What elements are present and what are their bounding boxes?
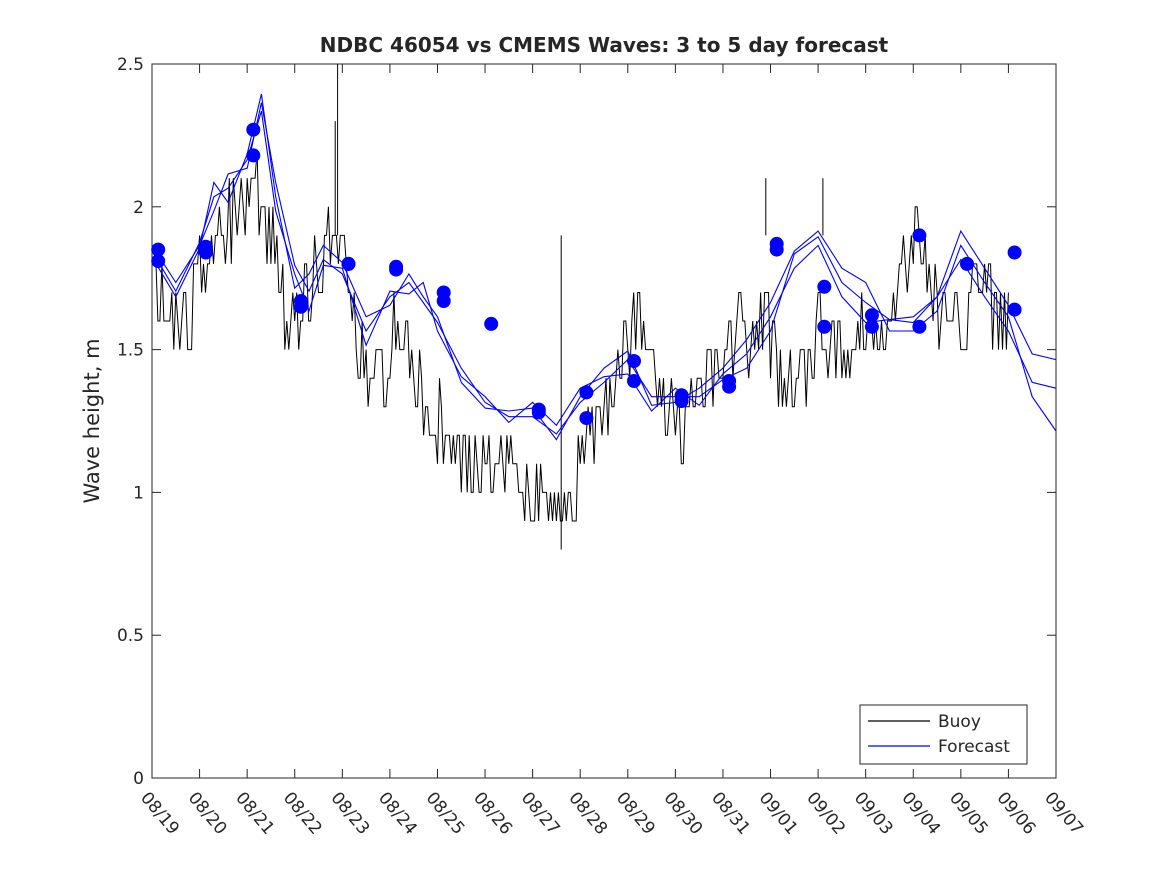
- forecast-marker: [722, 379, 737, 394]
- forecast-marker: [579, 411, 594, 426]
- forecast-marker: [341, 256, 356, 271]
- forecast-marker: [1007, 245, 1022, 260]
- forecast-marker: [389, 262, 404, 277]
- forecast-marker: [484, 316, 499, 331]
- plot-area: [151, 63, 1057, 779]
- forecast-marker: [960, 256, 974, 271]
- legend-buoy-label: Buoy: [938, 712, 981, 732]
- y-tick-label: 0.5: [117, 626, 144, 646]
- forecast-marker: [293, 299, 308, 314]
- forecast-marker: [436, 294, 451, 308]
- forecast-marker: [769, 242, 784, 257]
- forecast-marker: [627, 374, 641, 388]
- y-axis-label: Wave height, m: [80, 338, 104, 503]
- chart-title: NDBC 46054 vs CMEMS Waves: 3 to 5 day fo…: [320, 33, 889, 57]
- forecast-marker: [198, 245, 213, 260]
- forecast-marker: [1007, 302, 1022, 317]
- forecast-marker: [912, 319, 927, 334]
- forecast-marker: [531, 405, 546, 420]
- y-axis: 0 0.5 1 1.5 2 2.5: [117, 55, 1056, 789]
- forecast-marker: [246, 122, 261, 137]
- y-tick-label: 0: [133, 769, 144, 789]
- forecast-marker: [627, 354, 641, 368]
- y-tick-label: 2: [133, 198, 144, 218]
- forecast-marker: [674, 394, 689, 408]
- forecast-marker: [817, 319, 832, 334]
- legend-forecast-label: Forecast: [938, 737, 1010, 757]
- forecast-series-line-2: [151, 110, 1057, 427]
- y-tick-label: 2.5: [117, 55, 144, 75]
- forecast-marker: [817, 279, 832, 294]
- forecast-series-line-1: [151, 93, 1057, 441]
- forecast-marker: [912, 228, 927, 243]
- forecast-marker: [579, 385, 594, 400]
- forecast-marker: [151, 254, 166, 269]
- forecast-marker: [864, 308, 879, 323]
- legend-box: [859, 704, 1028, 765]
- buoy-series-line: [152, 149, 1009, 522]
- plot-content: [151, 64, 1057, 550]
- legend: Buoy Forecast: [859, 704, 1028, 765]
- forecast-marker: [246, 148, 261, 163]
- y-tick-label: 1: [133, 483, 144, 503]
- y-tick-label: 1.5: [117, 341, 144, 361]
